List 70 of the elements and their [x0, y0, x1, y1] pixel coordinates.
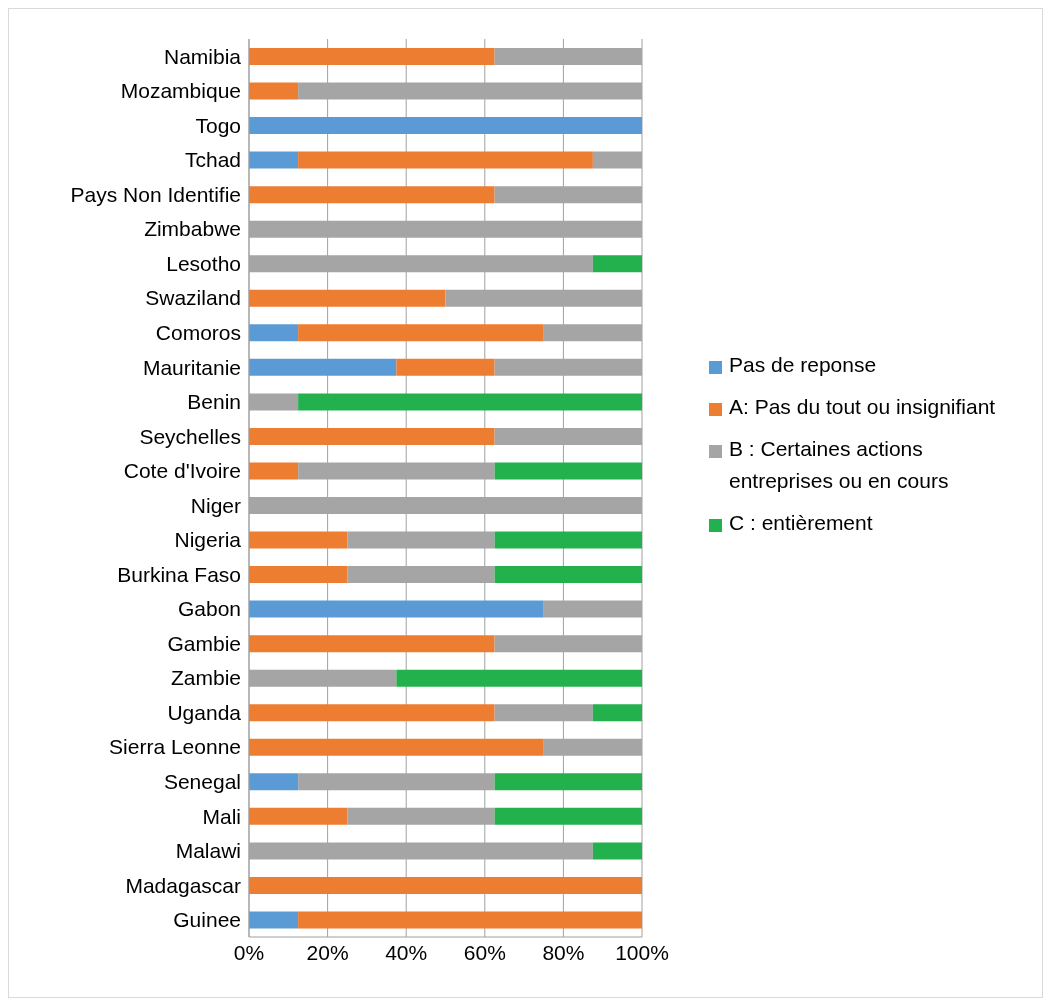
- y-tick-label: Zambie: [170, 666, 241, 690]
- bar: [249, 358, 397, 376]
- y-tick-label: Pays Non Identifie: [70, 182, 241, 206]
- y-tick-label: Gambie: [167, 631, 241, 655]
- bar: [249, 324, 299, 342]
- bar: [249, 635, 495, 653]
- bar: [249, 738, 544, 756]
- x-tick-label: 40%: [385, 940, 428, 964]
- bar: [249, 876, 642, 894]
- y-tick-label: Nigeria: [174, 528, 242, 552]
- y-tick-label: Senegal: [163, 770, 241, 794]
- bar: [494, 566, 642, 584]
- legend-label: C : entièrement: [729, 510, 873, 536]
- bar: [592, 842, 642, 860]
- legend-label: Pas de reponse: [729, 352, 877, 378]
- bar: [298, 151, 593, 169]
- bar: [249, 427, 495, 445]
- bar: [592, 704, 642, 722]
- bar: [249, 531, 348, 549]
- bar: [249, 704, 495, 722]
- bar: [396, 669, 642, 687]
- y-tick-label: Mozambique: [120, 79, 241, 103]
- bar: [494, 773, 642, 791]
- bar: [249, 82, 299, 100]
- bar: [494, 807, 642, 825]
- bar: [249, 151, 299, 169]
- bar: [249, 773, 299, 791]
- bar: [298, 324, 544, 342]
- y-tick-label: Uganda: [167, 700, 242, 724]
- y-tick-label: Seychelles: [139, 424, 241, 448]
- y-tick-label: Guinee: [173, 908, 241, 932]
- y-tick-label: Namibia: [163, 44, 242, 68]
- bar: [249, 807, 348, 825]
- y-tick-label: Benin: [187, 390, 241, 414]
- y-tick-label: Lesotho: [166, 251, 241, 275]
- y-tick-label: Swaziland: [145, 286, 241, 310]
- y-tick-label: Niger: [190, 493, 241, 517]
- bar: [249, 462, 299, 480]
- y-tick-label: Sierra Leonne: [109, 735, 241, 759]
- bar: [494, 462, 642, 480]
- bar: [494, 531, 642, 549]
- x-tick-label: 0%: [233, 940, 265, 964]
- y-tick-label: Tchad: [184, 148, 241, 172]
- legend-label: B : Certaines actions entreprises ou en cours: [729, 436, 950, 494]
- y-tick-label: Cote d'Ivoire: [123, 459, 241, 483]
- bar: [298, 911, 642, 929]
- y-tick-label: Malawi: [175, 839, 241, 863]
- bar: [249, 117, 642, 135]
- bar: [249, 186, 495, 204]
- y-tick-label: Gabon: [177, 597, 241, 621]
- bar: [249, 48, 495, 65]
- bar: [249, 289, 446, 307]
- y-tick-label: Burkina Faso: [117, 562, 241, 586]
- x-tick-label: 20%: [306, 940, 349, 964]
- bar: [249, 566, 348, 584]
- y-tick-label: Madagascar: [125, 873, 242, 897]
- y-tick-label: Mali: [202, 804, 241, 828]
- bar: [249, 600, 544, 618]
- y-tick-label: Togo: [195, 113, 241, 137]
- x-tick-label: 80%: [542, 940, 585, 964]
- y-tick-label: Comoros: [155, 321, 241, 345]
- bar: [298, 393, 642, 411]
- bar: [249, 911, 299, 929]
- x-tick-label: 60%: [463, 940, 506, 964]
- bar: [396, 358, 495, 376]
- y-tick-label: Zimbabwe: [144, 217, 241, 241]
- y-tick-label: Mauritanie: [142, 355, 241, 379]
- x-tick-label: 100%: [615, 940, 669, 964]
- legend-label: A: Pas du tout ou insignifiant: [729, 394, 996, 420]
- bar: [592, 255, 642, 273]
